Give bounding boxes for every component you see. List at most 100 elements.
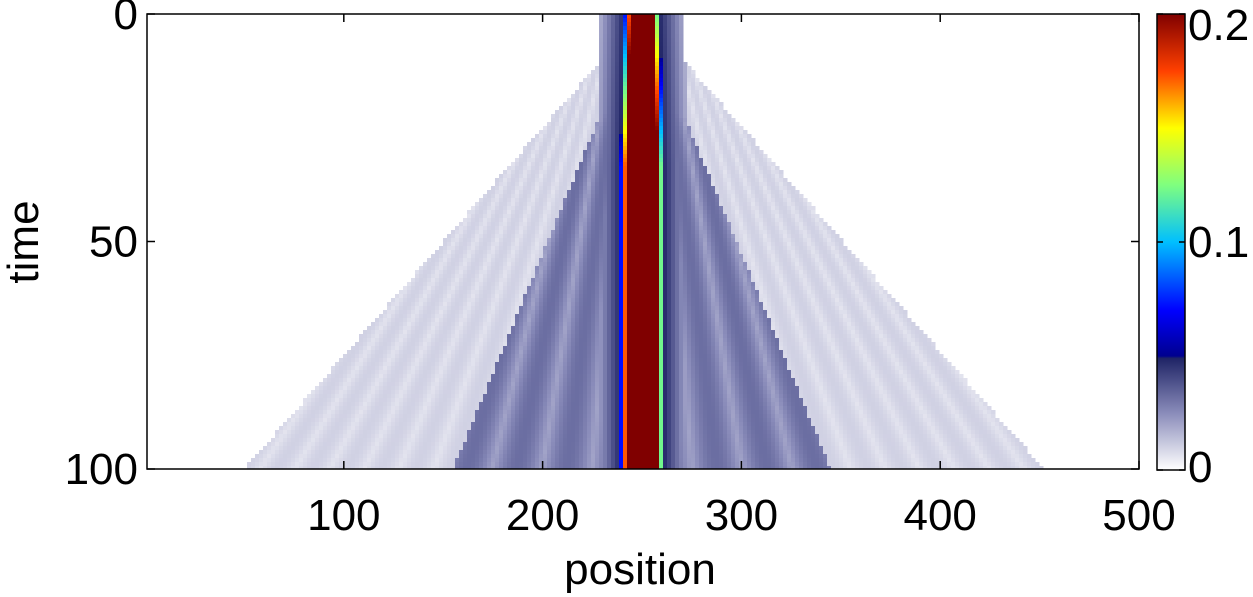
heatmap-cell bbox=[875, 294, 880, 299]
heatmap-cell bbox=[587, 190, 592, 195]
heatmap-cell bbox=[887, 322, 892, 327]
heatmap-cell bbox=[775, 186, 780, 191]
heatmap-cell bbox=[519, 222, 524, 227]
heatmap-cell bbox=[611, 278, 616, 283]
heatmap-cell bbox=[495, 298, 500, 303]
heatmap-cell bbox=[471, 242, 476, 247]
heatmap-cell bbox=[611, 230, 616, 235]
heatmap-cell bbox=[507, 246, 512, 251]
heatmap-cell bbox=[579, 234, 584, 239]
heatmap-cell bbox=[671, 226, 676, 231]
heatmap-cell bbox=[751, 282, 756, 287]
heatmap-cell bbox=[667, 294, 672, 299]
heatmap-cell bbox=[475, 294, 480, 299]
heatmap-cell bbox=[551, 230, 556, 235]
heatmap-cell bbox=[663, 122, 668, 127]
heatmap-cell bbox=[823, 238, 828, 243]
heatmap-cell bbox=[739, 258, 744, 263]
heatmap-cell bbox=[535, 182, 540, 187]
heatmap-cell bbox=[791, 294, 796, 299]
heatmap-cell bbox=[587, 110, 592, 115]
heatmap-cell bbox=[531, 306, 536, 311]
heatmap-cell bbox=[683, 298, 688, 303]
heatmap-cell bbox=[567, 206, 572, 211]
heatmap-cell bbox=[763, 166, 768, 171]
heatmap-cell bbox=[599, 286, 604, 291]
heatmap-cell bbox=[455, 282, 460, 287]
heatmap-cell bbox=[479, 198, 484, 203]
heatmap-cell bbox=[799, 302, 804, 307]
heatmap-cell bbox=[703, 118, 708, 123]
heatmap-cell bbox=[499, 326, 504, 331]
heatmap-cell bbox=[499, 294, 504, 299]
heatmap-cell bbox=[595, 106, 600, 111]
heatmap-cell bbox=[495, 274, 500, 279]
heatmap-cell bbox=[719, 170, 724, 175]
heatmap-cell bbox=[579, 114, 584, 119]
heatmap-cell bbox=[691, 258, 696, 263]
heatmap-cell bbox=[599, 214, 604, 219]
heatmap-cell bbox=[755, 214, 760, 219]
heatmap-cell bbox=[703, 306, 708, 311]
heatmap-cell bbox=[615, 242, 620, 247]
heatmap-cell bbox=[851, 270, 856, 275]
heatmap-cell bbox=[727, 270, 732, 275]
heatmap-cell bbox=[855, 318, 860, 323]
heatmap-cell bbox=[563, 150, 568, 155]
heatmap-cell bbox=[567, 298, 572, 303]
heatmap-cell bbox=[675, 106, 680, 111]
heatmap-cell bbox=[595, 286, 600, 291]
heatmap-cell bbox=[623, 202, 628, 207]
heatmap-cell bbox=[599, 302, 604, 307]
heatmap-cell bbox=[599, 122, 604, 127]
heatmap-cell bbox=[667, 58, 672, 63]
heatmap-cell bbox=[559, 230, 564, 235]
heatmap-cell bbox=[663, 166, 668, 171]
heatmap-cell bbox=[507, 266, 512, 271]
heatmap-cell bbox=[539, 146, 544, 151]
heatmap-cell bbox=[751, 158, 756, 163]
heatmap-cell bbox=[531, 314, 536, 319]
heatmap-cell bbox=[507, 194, 512, 199]
heatmap-cell bbox=[619, 42, 624, 47]
heatmap-cell bbox=[599, 234, 604, 239]
heatmap-cell bbox=[555, 182, 560, 187]
heatmap-cell bbox=[699, 178, 704, 183]
heatmap-cell bbox=[615, 282, 620, 287]
heatmap-cell bbox=[611, 50, 616, 55]
heatmap-cell bbox=[467, 290, 472, 295]
heatmap-cell bbox=[387, 314, 392, 319]
heatmap-cell bbox=[807, 242, 812, 247]
heatmap-cell bbox=[851, 302, 856, 307]
heatmap-cell bbox=[539, 138, 544, 143]
heatmap-cell bbox=[739, 306, 744, 311]
heatmap-cell bbox=[563, 182, 568, 187]
heatmap-cell bbox=[487, 258, 492, 263]
heatmap-cell bbox=[851, 310, 856, 315]
heatmap-cell bbox=[659, 130, 664, 135]
heatmap-cell bbox=[715, 170, 720, 175]
heatmap-cell bbox=[763, 154, 768, 159]
heatmap-cell bbox=[663, 138, 668, 143]
heatmap-cell bbox=[791, 306, 796, 311]
heatmap-cell bbox=[483, 206, 488, 211]
heatmap-cell bbox=[579, 190, 584, 195]
heatmap-cell bbox=[567, 158, 572, 163]
heatmap-cell bbox=[579, 258, 584, 263]
heatmap-cell bbox=[627, 142, 660, 147]
heatmap-cell bbox=[731, 186, 736, 191]
heatmap-cell bbox=[543, 214, 548, 219]
heatmap-cell bbox=[759, 218, 764, 223]
heatmap-cell bbox=[435, 262, 440, 267]
heatmap-cell bbox=[699, 270, 704, 275]
heatmap-cell bbox=[659, 286, 664, 291]
heatmap-cell bbox=[743, 162, 748, 167]
heatmap-cell bbox=[711, 278, 716, 283]
heatmap-cell bbox=[711, 246, 716, 251]
heatmap-cell bbox=[711, 290, 716, 295]
heatmap-cell bbox=[719, 186, 724, 191]
heatmap-cell bbox=[695, 102, 700, 107]
heatmap-cell bbox=[627, 306, 660, 311]
heatmap-cell bbox=[787, 282, 792, 287]
heatmap-cell bbox=[659, 182, 664, 187]
